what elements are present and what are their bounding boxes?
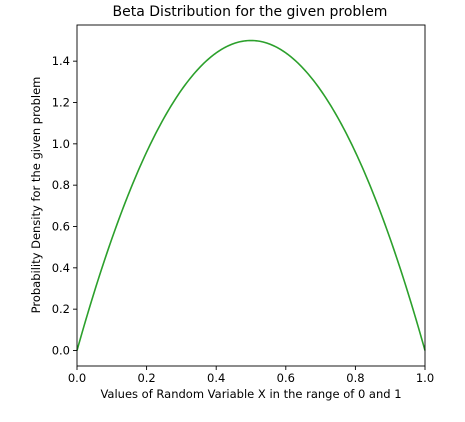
x-axis-ticks: 0.0 0.2 0.4 0.6 0.8 1.0	[68, 366, 434, 385]
y-tick-label: 1.0	[52, 137, 70, 151]
plot-frame	[76, 24, 426, 367]
x-tick-label: 0.2	[137, 371, 155, 385]
x-tick-label: 0.0	[68, 371, 86, 385]
series-line-0	[76, 39, 426, 351]
y-tick-label: 1.2	[52, 96, 70, 110]
chart-title: Beta Distribution for the given problem	[113, 4, 388, 20]
x-axis-label: Values of Random Variable X in the range…	[100, 387, 401, 401]
plot-area	[76, 24, 426, 367]
y-tick-label: 0.6	[52, 220, 70, 234]
x-tick-label: 0.4	[207, 371, 225, 385]
y-tick-label: 0.4	[52, 261, 70, 275]
x-tick-label: 0.6	[277, 371, 295, 385]
y-tick-label: 0.2	[52, 302, 70, 316]
x-tick-label: 1.0	[416, 371, 434, 385]
y-axis-ticks: 0.0 0.2 0.4 0.6 0.8 1.0 1.2 1.4	[52, 54, 77, 358]
y-tick-label: 1.4	[52, 54, 70, 68]
y-tick-label: 0.0	[52, 344, 70, 358]
x-tick-label: 0.8	[346, 371, 364, 385]
y-axis-label: Probability Density for the given proble…	[29, 77, 43, 314]
y-tick-label: 0.8	[52, 178, 70, 192]
